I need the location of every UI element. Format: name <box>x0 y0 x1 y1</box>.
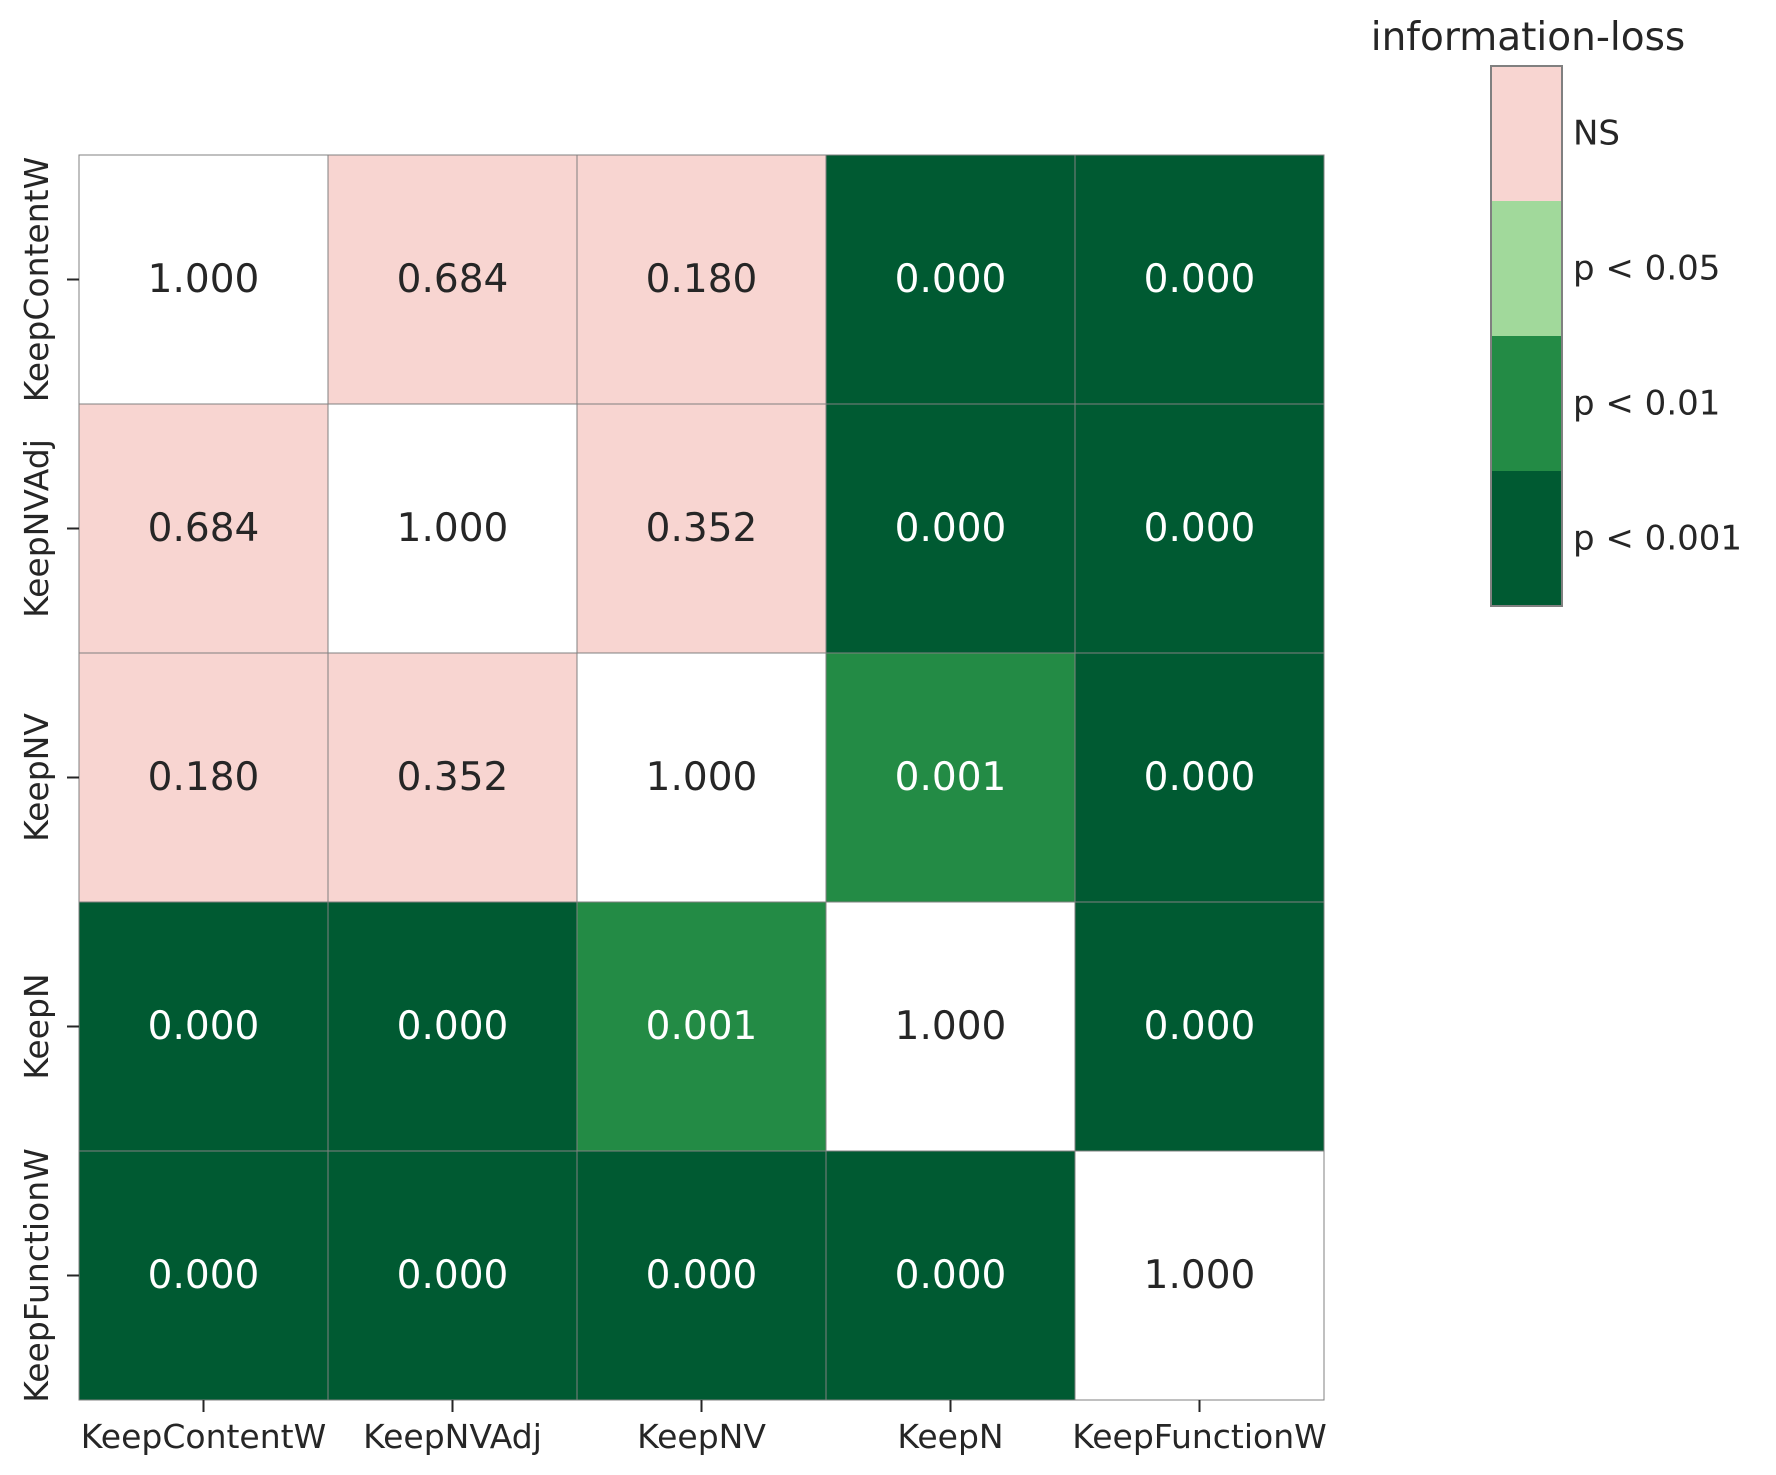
cell-value-0-1: 0.684 <box>397 257 509 302</box>
cell-value-1-0: 0.684 <box>148 506 260 551</box>
cell-value-4-3: 0.000 <box>895 1253 1007 1298</box>
legend-label: p < 0.001 <box>1573 519 1742 559</box>
cell-value-1-4: 0.000 <box>1144 506 1256 551</box>
cell-value-3-2: 0.001 <box>646 1004 758 1049</box>
cell-value-0-4: 0.000 <box>1144 257 1256 302</box>
y-tick-label: KeepContentW <box>17 157 56 402</box>
cell-value-2-1: 0.352 <box>397 755 509 800</box>
heatmap-cell-0-1 <box>327 154 578 405</box>
cell-value-4-1: 0.000 <box>397 1253 509 1298</box>
heatmap-cell-4-1 <box>327 1150 578 1401</box>
cell-value-4-2: 0.000 <box>646 1253 758 1298</box>
cell-value-0-3: 0.000 <box>895 257 1007 302</box>
heatmap-cell-3-2 <box>576 901 827 1152</box>
legend-swatch <box>1491 471 1562 606</box>
legend-title: information-loss <box>1371 15 1686 60</box>
legend-label: p < 0.01 <box>1573 384 1720 424</box>
cell-value-1-2: 0.352 <box>646 506 758 551</box>
heatmap-cell-4-0 <box>78 1150 329 1401</box>
y-tick-label: KeepNV <box>17 713 56 842</box>
legend-swatch <box>1491 66 1562 201</box>
heatmap-cell-3-3 <box>825 901 1076 1152</box>
y-tick-label: KeepN <box>17 973 56 1079</box>
legend-label: NS <box>1573 114 1620 154</box>
heatmap-cells: 1.000 0.684 0.180 0.000 0.000 0.684 1.000 0.352… <box>78 154 1325 1401</box>
cell-value-2-3: 0.001 <box>895 755 1007 800</box>
cell-value-0-0: 1.000 <box>148 257 260 302</box>
legend-swatch <box>1491 201 1562 336</box>
heatmap-cell-3-1 <box>327 901 578 1152</box>
legend-label: p < 0.05 <box>1573 249 1720 289</box>
heatmap-cell-0-0 <box>78 154 329 405</box>
heatmap-cell-2-4 <box>1074 652 1325 903</box>
cell-value-3-4: 0.000 <box>1144 1004 1256 1049</box>
heatmap-cell-1-1 <box>327 403 578 654</box>
heatmap-cell-1-0 <box>78 403 329 654</box>
heatmap-cell-2-1 <box>327 652 578 903</box>
y-axis: KeepContentW KeepNVAdj KeepNV KeepN KeepFunc… <box>17 157 79 1403</box>
cell-value-2-4: 0.000 <box>1144 755 1256 800</box>
x-tick-label: KeepNV <box>637 1417 766 1456</box>
heatmap-cell-3-4 <box>1074 901 1325 1152</box>
heatmap-cell-1-2 <box>576 403 827 654</box>
heatmap-cell-0-4 <box>1074 154 1325 405</box>
legend: information-loss NS p < 0.05 p < 0.01 p < 0… <box>1371 15 1742 607</box>
heatmap-cell-0-3 <box>825 154 1076 405</box>
legend-swatches: NS p < 0.05 p < 0.01 p < 0.001 <box>1490 65 1742 607</box>
x-tick-label: KeepNVAdj <box>363 1417 542 1456</box>
heatmap-cell-2-2 <box>576 652 827 903</box>
heatmap-cell-1-4 <box>1074 403 1325 654</box>
legend-frame <box>1490 65 1563 607</box>
y-tick-label: KeepFunctionW <box>17 1148 56 1403</box>
cell-value-1-1: 1.000 <box>397 506 509 551</box>
heatmap-cell-4-4 <box>1074 1150 1325 1401</box>
x-tick-label: KeepFunctionW <box>1072 1417 1327 1456</box>
cell-value-1-3: 0.000 <box>895 506 1007 551</box>
x-tick-label: KeepN <box>897 1417 1003 1456</box>
x-axis: KeepContentW KeepNVAdj KeepNV KeepN KeepFunc… <box>81 1400 1327 1456</box>
cell-value-0-2: 0.180 <box>646 257 758 302</box>
cell-value-3-1: 0.000 <box>397 1004 509 1049</box>
y-tick-label: KeepNVAdj <box>17 439 56 618</box>
x-tick-label: KeepContentW <box>81 1417 326 1456</box>
cell-value-2-2: 1.000 <box>646 755 758 800</box>
heatmap-cell-4-2 <box>576 1150 827 1401</box>
cell-value-3-0: 0.000 <box>148 1004 260 1049</box>
cell-value-2-0: 0.180 <box>148 755 260 800</box>
legend-swatch <box>1491 336 1562 471</box>
heatmap-cell-2-3 <box>825 652 1076 903</box>
cell-value-3-3: 1.000 <box>895 1004 1007 1049</box>
cell-value-4-0: 0.000 <box>148 1253 260 1298</box>
cell-value-4-4: 1.000 <box>1144 1253 1256 1298</box>
